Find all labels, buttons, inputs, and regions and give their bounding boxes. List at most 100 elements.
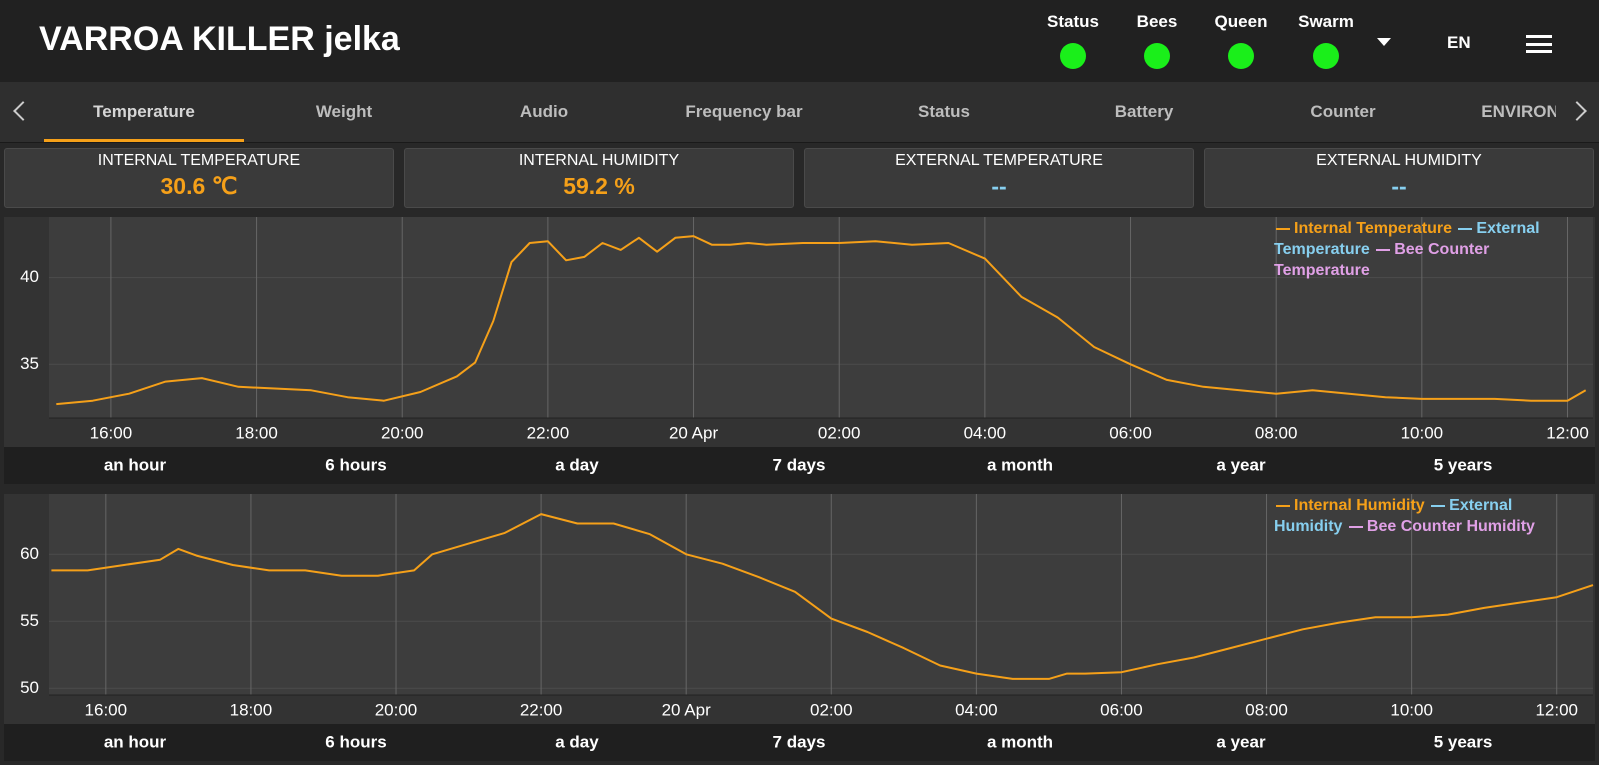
menu-button[interactable]: [1526, 35, 1552, 53]
x-tick-label: 02:00: [810, 700, 853, 719]
tab[interactable]: Frequency bar: [685, 102, 803, 121]
x-tick-label: 02:00: [818, 423, 861, 442]
tab[interactable]: Weight: [315, 102, 373, 121]
x-tick-label: 08:00: [1255, 423, 1298, 442]
language-switch[interactable]: EN: [1447, 33, 1471, 52]
plot-area: [49, 217, 1593, 418]
x-tick-label: 20:00: [375, 700, 418, 719]
indicator-label: Swarm: [1298, 12, 1354, 31]
range-button[interactable]: 6 hours: [325, 455, 386, 474]
app-title: VARROA KILLER jelka: [39, 20, 400, 58]
stat-value: 30.6 ℃: [160, 173, 238, 199]
legend-swatch: [1458, 227, 1473, 230]
legend-swatch: [1431, 504, 1446, 507]
x-tick-label: 04:00: [955, 700, 998, 719]
legend-label: Bee Counter Humidity: [1366, 518, 1535, 535]
legend-label: External Temperature: [1274, 220, 1540, 258]
tab[interactable]: Audio: [519, 102, 569, 121]
stat-label: EXTERNAL HUMIDITY: [1316, 152, 1482, 169]
data-line: [51, 513, 1594, 680]
tab-bar: Temperature Weight Audio Frequency bar Statu…: [0, 82, 1599, 143]
stat-label: INTERNAL TEMPERATURE: [97, 152, 301, 169]
x-tick-label: 20 Apr: [669, 423, 718, 442]
range-button[interactable]: an hour: [104, 455, 167, 474]
indicator-light: [1060, 43, 1086, 69]
range-button[interactable]: 7 days: [773, 732, 826, 751]
range-bar: [4, 447, 1595, 484]
stat-label: EXTERNAL TEMPERATURE: [895, 152, 1103, 169]
header: VARROA KILLER jelka EN Status Bees Queen Sw…: [0, 0, 1599, 82]
legend-swatch: [1348, 525, 1363, 528]
line-chart: 50 55 60 16:00 18:00 20:00 22:00 20 Apr 02:00 04:…: [4, 494, 1595, 761]
legend-item: Internal Humidity: [1274, 497, 1425, 514]
legend-swatch: [1376, 248, 1391, 251]
dropdown-toggle[interactable]: [1377, 38, 1391, 46]
y-tick-label: 60: [20, 544, 39, 563]
range-button[interactable]: a month: [987, 455, 1053, 474]
range-button[interactable]: an hour: [104, 732, 167, 751]
tab[interactable]: ENVIRON: [1481, 102, 1556, 121]
legend-item: External Temperature: [1274, 220, 1540, 258]
stat-card: EXTERNAL HUMIDITY --: [1204, 148, 1594, 208]
stat-value: 59.2 %: [563, 173, 635, 199]
x-tick-label: 04:00: [964, 423, 1007, 442]
stat-card: INTERNAL HUMIDITY 59.2 %: [404, 148, 794, 208]
indicator-light: [1144, 43, 1170, 69]
tab[interactable]: Temperature: [93, 102, 195, 121]
tab[interactable]: Battery: [1114, 102, 1174, 121]
legend-item: External Humidity: [1274, 497, 1512, 535]
x-tick-label: 06:00: [1109, 423, 1152, 442]
chart-panel: 50 55 60 16:00 18:00 20:00 22:00 20 Apr 02:00 04:…: [4, 494, 1595, 761]
indicator-label: Queen: [1214, 12, 1268, 31]
indicator-label: Bees: [1136, 12, 1178, 31]
x-tick-label: 20:00: [381, 423, 424, 442]
stat-card: INTERNAL TEMPERATURE 30.6 ℃: [4, 148, 394, 208]
range-button[interactable]: 7 days: [773, 455, 826, 474]
legend-item: Bee Counter Temperature: [1274, 241, 1489, 279]
range-button[interactable]: 5 years: [1434, 732, 1493, 751]
legend: Internal Temperature External Temperatur…: [1274, 218, 1559, 281]
range-button[interactable]: a year: [1216, 455, 1266, 474]
x-tick-label: 06:00: [1100, 700, 1143, 719]
stat-value: --: [991, 173, 1007, 199]
x-tick-label: 08:00: [1245, 700, 1288, 719]
plot-area: [49, 494, 1593, 695]
legend-label: Bee Counter Temperature: [1274, 241, 1490, 279]
stat-card: EXTERNAL TEMPERATURE --: [804, 148, 1194, 208]
x-tick-label: 18:00: [230, 700, 273, 719]
legend-swatch: [1276, 504, 1290, 507]
y-tick-label: 40: [20, 267, 39, 286]
chart-panel: 35 40 16:00 18:00 20:00 22:00 20 Apr 02:00 04:00…: [4, 217, 1595, 484]
tab[interactable]: Status: [918, 102, 970, 121]
range-button[interactable]: a year: [1216, 732, 1266, 751]
x-tick-label: 12:00: [1535, 700, 1578, 719]
range-button[interactable]: 5 years: [1434, 455, 1493, 474]
legend: Internal Humidity External Humidity Bee …: [1274, 495, 1559, 537]
active-tab-indicator: [44, 139, 244, 142]
indicator-light: [1313, 43, 1339, 69]
x-tick-label: 10:00: [1401, 423, 1444, 442]
tab-next[interactable]: [1567, 101, 1587, 121]
tab-prev[interactable]: [13, 101, 33, 121]
x-tick-label: 16:00: [90, 423, 133, 442]
data-line: [56, 235, 1587, 406]
stat-label: INTERNAL HUMIDITY: [518, 152, 680, 169]
y-tick-label: 50: [20, 678, 39, 697]
stat-value: --: [1391, 173, 1407, 199]
range-bar: [4, 724, 1595, 761]
range-button[interactable]: a day: [555, 455, 599, 474]
y-tick-label: 55: [20, 611, 39, 630]
line-chart: 35 40 16:00 18:00 20:00 22:00 20 Apr 02:00 04:00…: [4, 217, 1595, 484]
range-button[interactable]: a month: [987, 732, 1053, 751]
range-button[interactable]: 6 hours: [325, 732, 386, 751]
legend-item: Bee Counter Humidity: [1347, 518, 1535, 535]
x-tick-label: 18:00: [235, 423, 278, 442]
legend-label: Internal Temperature: [1294, 220, 1452, 237]
x-tick-label: 22:00: [520, 700, 563, 719]
range-button[interactable]: a day: [555, 732, 599, 751]
x-tick-label: 22:00: [527, 423, 570, 442]
tab-strip: Temperature Weight Audio Frequency bar Statu…: [40, 82, 1556, 142]
tab[interactable]: Counter: [1310, 102, 1376, 121]
y-tick-label: 35: [20, 354, 39, 373]
